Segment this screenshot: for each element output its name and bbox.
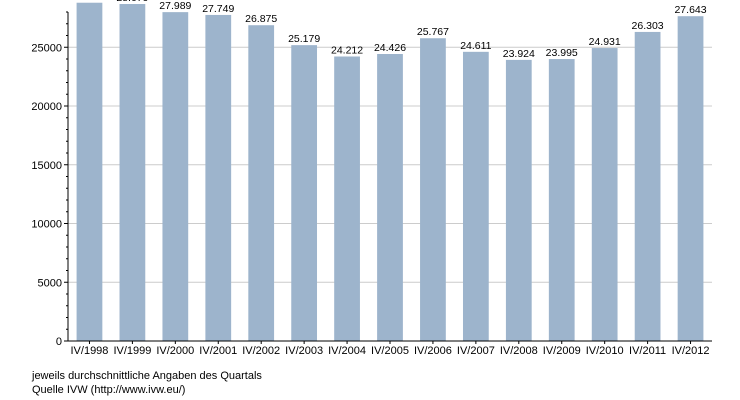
axes xyxy=(64,11,712,344)
x-tick-label: IV/2010 xyxy=(586,345,624,357)
y-tick-label: 25000 xyxy=(31,42,62,54)
x-tick-label: IV/2011 xyxy=(629,345,666,357)
bar xyxy=(505,59,532,341)
x-tick-label: IV/2006 xyxy=(414,345,452,357)
x-tick-label: IV/2007 xyxy=(457,345,495,357)
x-tick-label: IV/2002 xyxy=(242,345,280,357)
bar-value-label: 23.995 xyxy=(546,47,578,59)
footnote-averages: jeweils durchschnittliche Angaben des Qu… xyxy=(32,370,262,382)
x-tick-label: IV/2000 xyxy=(156,345,194,357)
bar-value-label: 24.426 xyxy=(374,42,406,54)
x-tick-label: IV/2004 xyxy=(328,345,366,357)
x-tick-label: IV/2008 xyxy=(500,345,538,357)
bar-value-label: 24.931 xyxy=(589,36,621,48)
bar xyxy=(162,12,189,342)
bar-value-label: 27.989 xyxy=(159,0,191,12)
bar-value-label: 23.924 xyxy=(503,48,535,60)
labels: 0 5000 10000 15000 20000 25000 28.789 IV/1998 28… xyxy=(31,0,709,357)
x-tick-label: IV/1999 xyxy=(113,345,151,357)
footnote-source: Quelle IVW (http://www.ivw.eu/) xyxy=(32,384,186,396)
bar xyxy=(677,16,704,341)
bar xyxy=(591,48,618,341)
bar-value-label: 26.303 xyxy=(632,20,664,32)
bar-value-label: 28.679 xyxy=(116,0,148,4)
bars xyxy=(76,2,704,342)
x-tick-label: IV/2012 xyxy=(672,345,710,357)
x-tick-label: IV/2001 xyxy=(199,345,237,357)
bar-value-label: 28.789 xyxy=(73,0,105,3)
bar-value-label: 27.749 xyxy=(202,3,234,15)
bar-value-label: 24.611 xyxy=(460,40,491,52)
bar xyxy=(420,38,446,341)
bar xyxy=(462,51,489,342)
bar-value-label: 24.212 xyxy=(331,45,363,57)
y-tick-label: 15000 xyxy=(31,160,62,172)
bar xyxy=(76,2,103,342)
y-tick-label: 5000 xyxy=(38,277,62,289)
bar xyxy=(548,59,575,342)
bar xyxy=(205,14,232,342)
x-tick-label: IV/2005 xyxy=(371,345,409,357)
bar xyxy=(377,53,403,341)
y-tick-label: 0 xyxy=(56,336,62,348)
bar xyxy=(291,45,318,341)
bar xyxy=(634,31,661,341)
bar-value-label: 25.767 xyxy=(417,26,449,38)
x-tick-label: IV/2009 xyxy=(543,345,581,357)
bar-value-label: 26.875 xyxy=(245,13,277,25)
y-tick-label: 10000 xyxy=(31,219,62,231)
bar xyxy=(248,25,275,341)
bar xyxy=(119,4,146,341)
y-tick-label: 20000 xyxy=(31,101,62,113)
bar-value-label: 27.643 xyxy=(674,4,706,16)
x-tick-label: IV/2003 xyxy=(285,345,323,357)
bar xyxy=(334,56,360,341)
bar-value-label: 25.179 xyxy=(288,33,320,45)
x-tick-label: IV/1998 xyxy=(71,345,109,357)
